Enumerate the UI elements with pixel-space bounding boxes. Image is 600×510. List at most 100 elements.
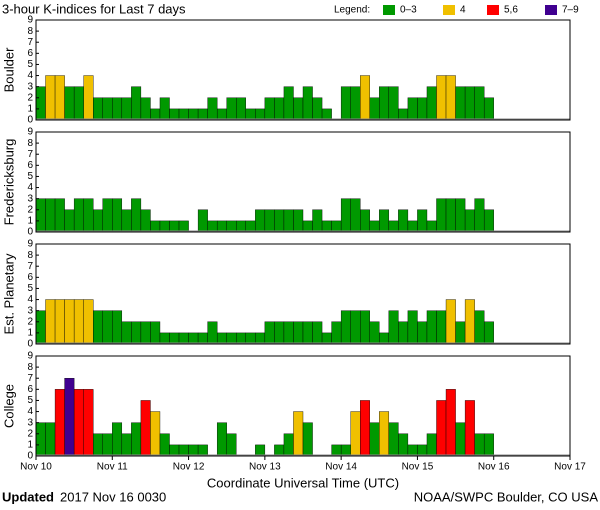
bar [455, 86, 466, 121]
bar [245, 108, 256, 121]
bar [73, 86, 84, 121]
bar [436, 310, 447, 345]
bar [35, 86, 46, 121]
y-tick-label: 6 [27, 48, 33, 59]
y-axis-label: College [1, 384, 16, 428]
bar [159, 433, 170, 457]
panel-frame [35, 19, 571, 121]
bar [483, 433, 494, 457]
bar [369, 321, 380, 345]
bar [73, 198, 84, 233]
y-tick-label: 3 [27, 417, 33, 428]
bar [426, 310, 437, 345]
bar [474, 198, 485, 233]
bar [417, 321, 428, 345]
bar [226, 220, 237, 233]
bar [216, 220, 227, 233]
bar [45, 299, 56, 345]
y-tick-label: 1 [27, 216, 33, 227]
bar [169, 332, 180, 345]
bar [302, 321, 313, 345]
bar [293, 411, 304, 457]
bar [407, 444, 418, 457]
y-tick-label: 6 [27, 272, 33, 283]
bar [417, 209, 428, 233]
panel-frame [35, 355, 571, 457]
bar [407, 97, 418, 121]
bar [178, 444, 189, 457]
chart-title: 3-hour K-indices for Last 7 days [2, 1, 186, 16]
bar [216, 422, 227, 457]
bar [302, 422, 313, 457]
y-axis-label: Boulder [1, 47, 16, 92]
bar [312, 209, 323, 233]
bar [178, 332, 189, 345]
bar [445, 198, 456, 233]
bar [483, 321, 494, 345]
bar [293, 97, 304, 121]
y-tick-label: 8 [27, 250, 33, 261]
bar [264, 321, 275, 345]
bar [264, 97, 275, 121]
bar [93, 209, 103, 233]
bar [159, 220, 170, 233]
bar [83, 75, 94, 121]
y-tick-label: 5 [27, 283, 33, 294]
bar [360, 209, 370, 233]
bar [102, 97, 113, 121]
bar [226, 97, 237, 121]
bar [464, 400, 475, 457]
bar [83, 198, 94, 233]
bar [360, 75, 370, 121]
bar [121, 97, 132, 121]
bar [245, 332, 256, 345]
footer-date: 2017 Nov 16 0030 [60, 489, 166, 504]
bar [45, 422, 56, 457]
bar [64, 299, 75, 345]
bar [274, 209, 285, 233]
bar [93, 97, 103, 121]
bar [350, 198, 361, 233]
bar [102, 198, 113, 233]
y-tick-label: 5 [27, 171, 33, 182]
bar [293, 321, 304, 345]
bar [264, 209, 275, 233]
bar [216, 108, 227, 121]
y-tick-label: 7 [27, 373, 33, 384]
bar [340, 310, 351, 345]
bar [140, 400, 151, 457]
y-tick-label: 5 [27, 395, 33, 406]
bar [207, 220, 218, 233]
x-tick-label: Nov 16 [478, 462, 510, 473]
bar [112, 97, 123, 121]
y-tick-label: 8 [27, 362, 33, 373]
y-tick-label: 2 [27, 316, 33, 327]
bar [73, 389, 84, 457]
bar [407, 310, 418, 345]
bar [54, 299, 65, 345]
x-tick-label: Nov 15 [402, 462, 434, 473]
bar [340, 86, 351, 121]
bar [93, 433, 103, 457]
bar [169, 444, 180, 457]
bar [350, 310, 361, 345]
bar [379, 332, 390, 345]
y-tick-label: 1 [27, 328, 33, 339]
bar [216, 332, 227, 345]
bar [131, 86, 142, 121]
bar [131, 422, 142, 457]
bar [197, 332, 208, 345]
bar [283, 433, 294, 457]
y-tick-label: 4 [27, 294, 33, 305]
bar [283, 321, 294, 345]
bar [255, 108, 266, 121]
bar [474, 433, 485, 457]
bar [236, 97, 246, 121]
y-tick-label: 6 [27, 384, 33, 395]
legend-label: 4 [460, 5, 466, 16]
bar [388, 310, 399, 345]
bar [474, 86, 485, 121]
bar [379, 86, 390, 121]
y-tick-label: 3 [27, 81, 33, 92]
